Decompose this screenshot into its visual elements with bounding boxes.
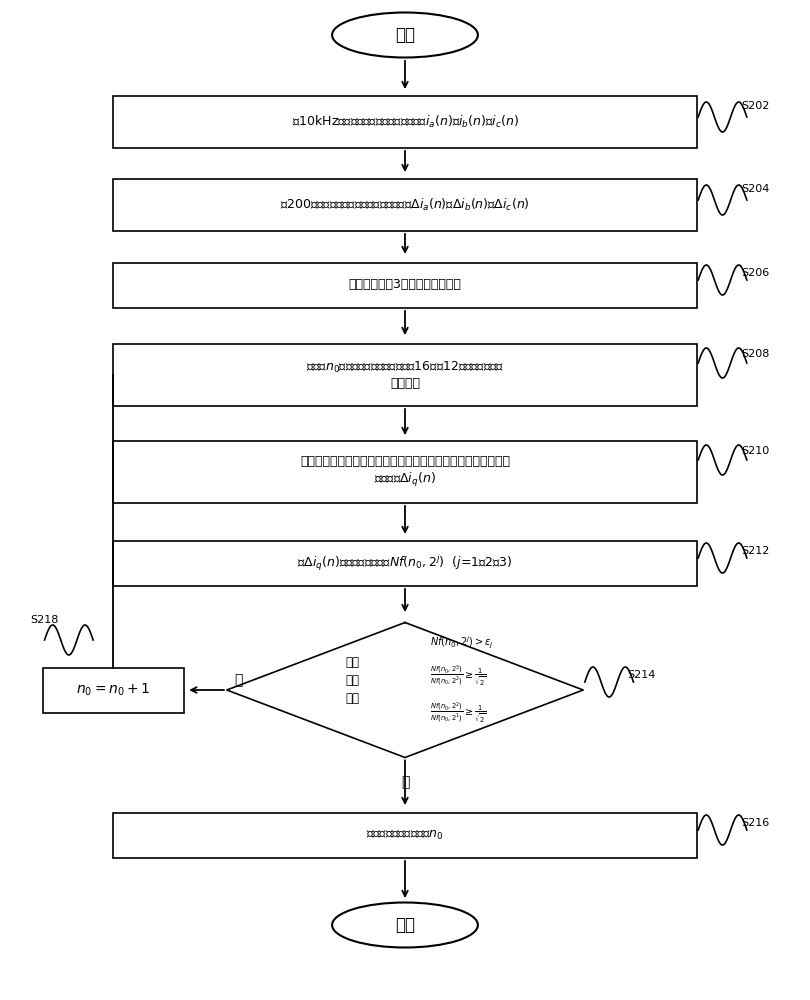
Text: 否: 否 bbox=[235, 673, 243, 687]
Ellipse shape bbox=[332, 12, 478, 57]
Text: 判断
是否
满足: 判断 是否 满足 bbox=[345, 656, 360, 704]
Text: 对$\Delta i_q(n)$计算小波模极大值$Nf(n_0,2^j)$  ($j$=1、2、3): 对$\Delta i_q(n)$计算小波模极大值$Nf(n_0,2^j)$ ($… bbox=[297, 553, 513, 573]
FancyBboxPatch shape bbox=[113, 179, 697, 231]
FancyBboxPatch shape bbox=[113, 441, 697, 503]
Text: S210: S210 bbox=[741, 446, 769, 456]
Text: S208: S208 bbox=[741, 349, 769, 359]
Text: 相模变换得到3个模量电流突变量: 相模变换得到3个模量电流突变量 bbox=[348, 278, 462, 292]
Text: 结束: 结束 bbox=[395, 916, 415, 934]
Text: 以10kHz采样率实时获取三相电流采样值$i_a(n)$、$i_b(n)$和$i_c(n)$: 以10kHz采样率实时获取三相电流采样值$i_a(n)$、$i_b(n)$和$i… bbox=[292, 114, 518, 130]
Text: S212: S212 bbox=[741, 546, 769, 556]
Text: $n_0 = n_0+1$: $n_0 = n_0+1$ bbox=[76, 682, 151, 698]
Text: S216: S216 bbox=[741, 818, 769, 828]
Text: 选出启动数据窗内，线模电流突变量的绝对值之和最大的线模电
流突变量$\Delta i_q(n)$: 选出启动数据窗内，线模电流突变量的绝对值之和最大的线模电 流突变量$\Delta… bbox=[300, 455, 510, 489]
FancyBboxPatch shape bbox=[43, 668, 185, 712]
FancyBboxPatch shape bbox=[113, 344, 697, 406]
FancyBboxPatch shape bbox=[113, 540, 697, 585]
FancyBboxPatch shape bbox=[113, 262, 697, 308]
Text: S218: S218 bbox=[30, 615, 59, 625]
Text: 与200点前的电流相减得到三相电流突变量$\Delta i_a(n)$、$\Delta i_b(n)$和$\Delta i_c(n)$: 与200点前的电流相减得到三相电流突变量$\Delta i_a(n)$、$\De… bbox=[280, 197, 530, 213]
FancyBboxPatch shape bbox=[113, 812, 697, 857]
Polygon shape bbox=[227, 622, 583, 758]
Text: 故障启动，启动时刻为$n_0$: 故障启动，启动时刻为$n_0$ bbox=[366, 828, 444, 842]
Text: S206: S206 bbox=[741, 268, 769, 278]
Text: S202: S202 bbox=[741, 101, 769, 111]
Text: S214: S214 bbox=[628, 670, 656, 680]
FancyBboxPatch shape bbox=[113, 96, 697, 148]
Text: 采样点$n_0$进行故障启动判断，存储前16点后12点采样值构成启
动数据窗: 采样点$n_0$进行故障启动判断，存储前16点后12点采样值构成启 动数据窗 bbox=[306, 360, 504, 390]
Text: S204: S204 bbox=[741, 184, 769, 194]
Text: 是: 是 bbox=[401, 776, 409, 790]
Text: $Nf(n_0,2^j)>\varepsilon_j$
$\frac{Nf(n_0,2^3)}{Nf(n_0,2^2)}\geq\frac{1}{\sqrt{2: $Nf(n_0,2^j)>\varepsilon_j$ $\frac{Nf(n_… bbox=[430, 635, 493, 725]
Text: 开始: 开始 bbox=[395, 26, 415, 44]
Ellipse shape bbox=[332, 902, 478, 948]
